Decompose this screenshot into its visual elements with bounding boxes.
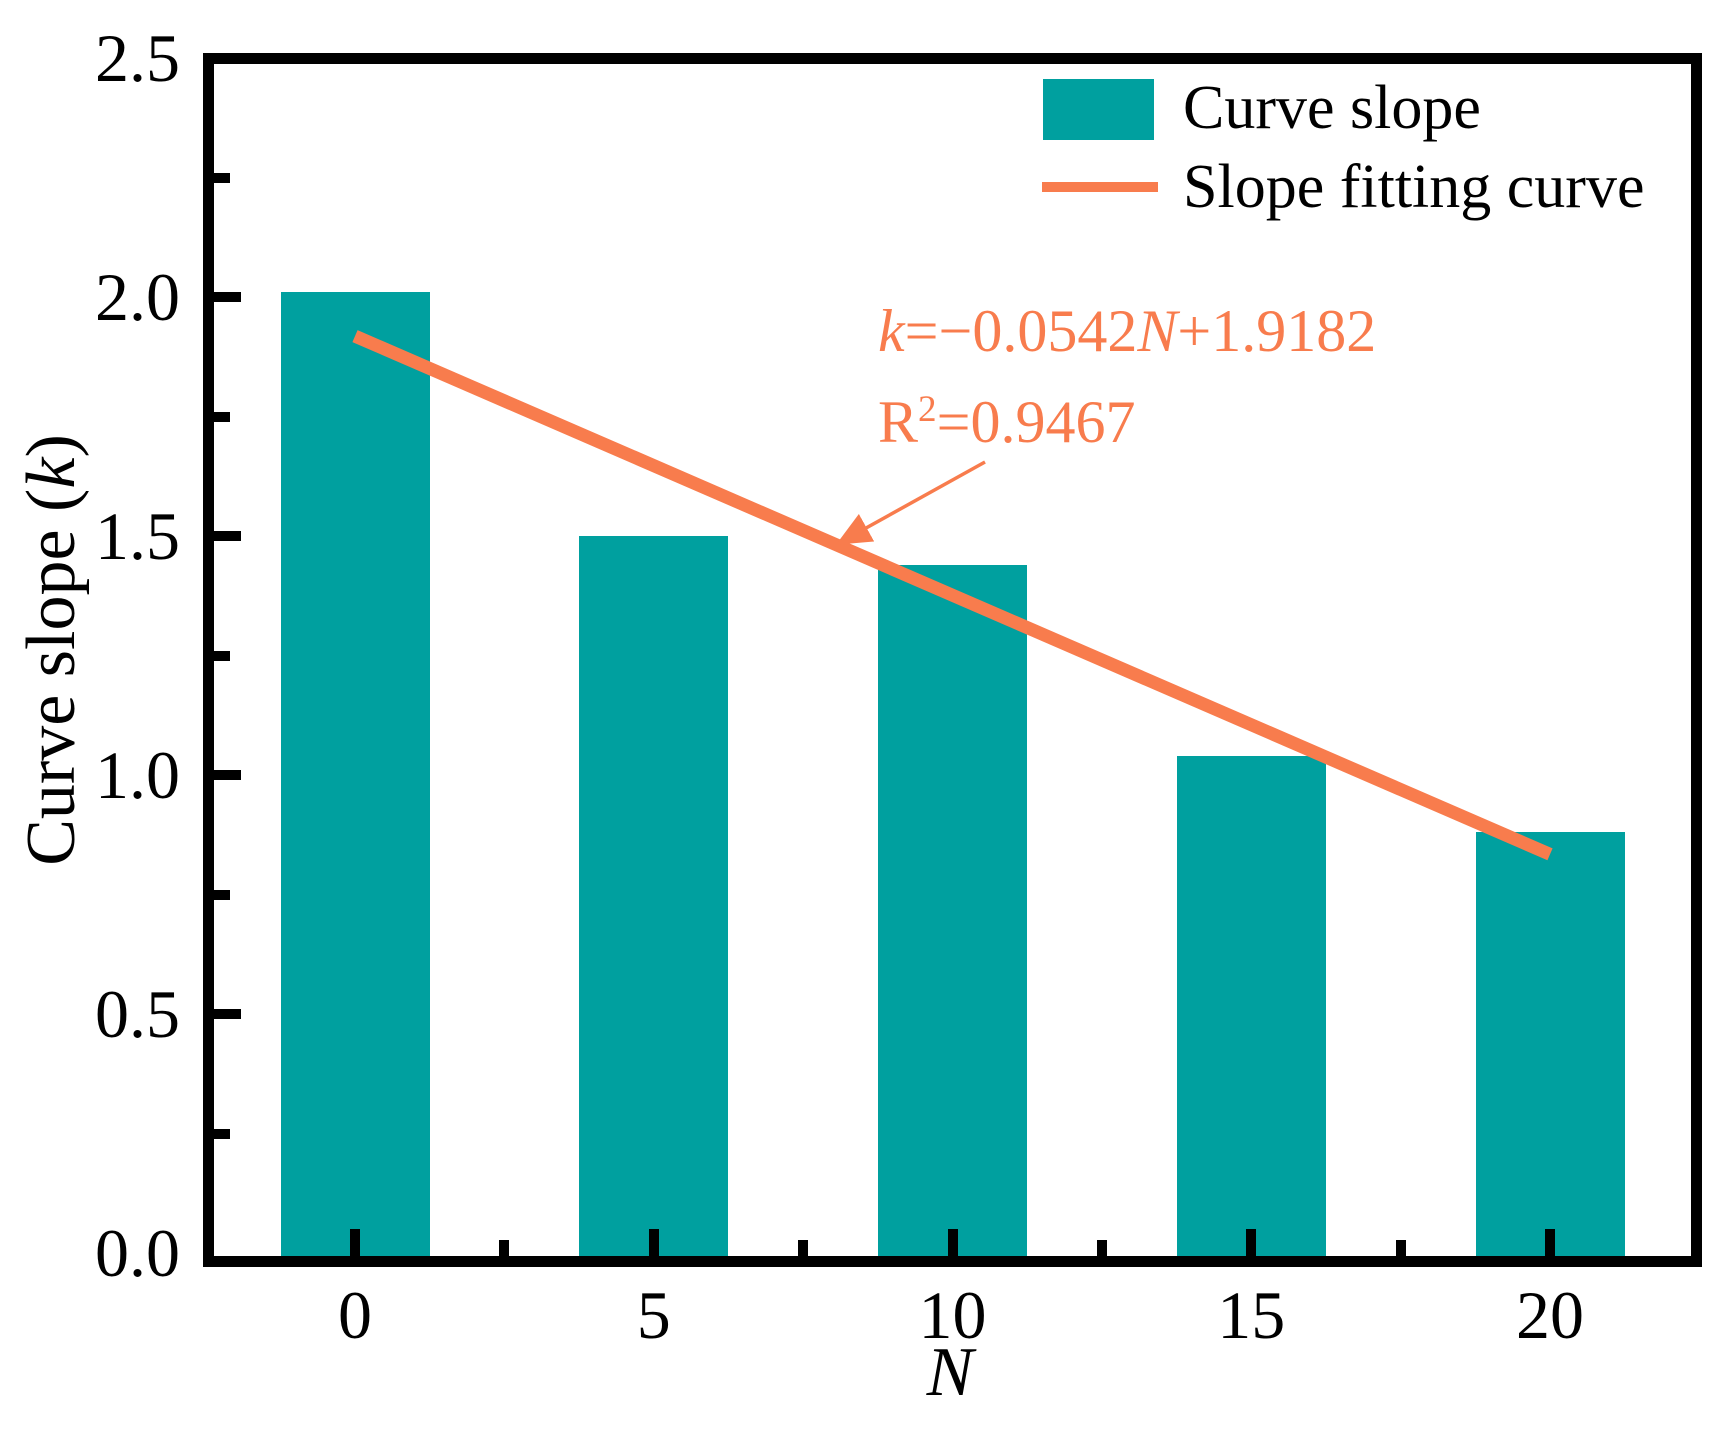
y-minor-tick-0.25 xyxy=(214,1128,230,1139)
y-tick-label-1.5: 1.5 xyxy=(95,498,180,574)
equation-tail: +1.9182 xyxy=(1177,298,1377,364)
x-minor-tick-17.5 xyxy=(1395,1240,1406,1256)
plot-area: Curve slope Slope fitting curve k=−0.054… xyxy=(214,64,1691,1256)
bar-N15 xyxy=(1176,755,1326,1256)
y-major-tick-1 xyxy=(214,770,241,780)
x-minor-tick-7.5 xyxy=(798,1240,809,1256)
r2-superscript: 2 xyxy=(918,389,937,430)
y-axis-title-k-var: k xyxy=(13,457,90,489)
y-tick-label-0.0: 0.0 xyxy=(95,1215,180,1291)
y-axis-title-suffix: ) xyxy=(13,434,90,458)
y-tick-label-2.0: 2.0 xyxy=(95,259,180,335)
r-squared-text: R2=0.9467 xyxy=(878,389,1136,455)
y-tick-label-1.0: 1.0 xyxy=(95,737,180,813)
x-tick-label-5: 5 xyxy=(636,1277,671,1353)
x-major-tick-10 xyxy=(947,1229,958,1256)
y-minor-tick-1.75 xyxy=(214,411,230,422)
y-tick-label-2.5: 2.5 xyxy=(95,20,180,96)
x-major-tick-5 xyxy=(648,1229,659,1256)
annotation-arrow xyxy=(835,460,986,545)
bar-N10 xyxy=(878,564,1027,1256)
bar-N0 xyxy=(280,292,430,1256)
bar-N5 xyxy=(579,536,729,1256)
x-tick-label-10: 10 xyxy=(918,1277,987,1353)
bar-N20 xyxy=(1475,832,1625,1256)
x-tick-label-20: 20 xyxy=(1516,1277,1584,1353)
equation-mid: =−0.0542 xyxy=(904,298,1138,364)
y-tick-label-0.5: 0.5 xyxy=(95,976,180,1052)
y-minor-tick-0.75 xyxy=(214,889,230,900)
x-minor-tick-2.5 xyxy=(499,1240,510,1256)
legend-line-swatch xyxy=(1042,182,1158,192)
x-axis-title: N xyxy=(926,1334,974,1411)
y-minor-tick-2.25 xyxy=(214,172,230,183)
y-minor-tick-1.25 xyxy=(214,650,230,661)
legend-line-label: Slope fitting curve xyxy=(1183,153,1645,221)
x-tick-label-15: 15 xyxy=(1217,1277,1286,1353)
equation-N-var: N xyxy=(1137,298,1178,364)
fit-equation-text: k=−0.0542N+1.9182 xyxy=(878,301,1376,361)
legend-bar-swatch xyxy=(1043,79,1154,140)
x-tick-label-0: 0 xyxy=(338,1277,372,1353)
r2-rest: =0.9467 xyxy=(936,389,1136,455)
y-major-tick-1.5 xyxy=(214,531,241,541)
y-major-tick-0.5 xyxy=(214,1009,241,1019)
equation-k-var: k xyxy=(878,298,905,364)
x-major-tick-0 xyxy=(350,1229,360,1256)
plot-frame: Curve slope Slope fitting curve k=−0.054… xyxy=(203,53,1702,1267)
legend-bar-label: Curve slope xyxy=(1183,74,1481,142)
x-major-tick-20 xyxy=(1545,1229,1555,1256)
r2-base: R xyxy=(878,389,919,455)
x-minor-tick-12.5 xyxy=(1096,1240,1107,1256)
y-major-tick-2 xyxy=(214,292,241,302)
x-major-tick-15 xyxy=(1246,1229,1257,1256)
